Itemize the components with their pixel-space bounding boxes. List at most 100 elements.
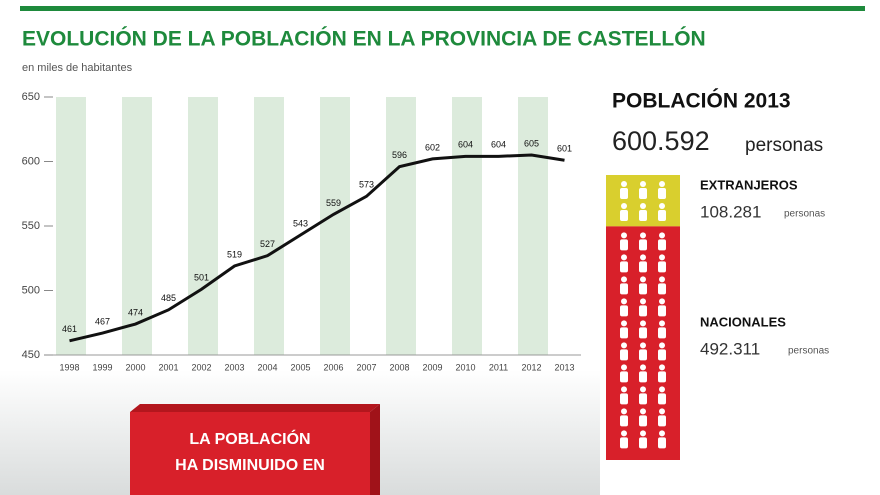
data-label: 605 bbox=[524, 138, 539, 148]
column-band bbox=[56, 97, 86, 355]
column-band bbox=[320, 97, 350, 355]
data-label: 519 bbox=[227, 249, 242, 259]
y-tick-label: 500 bbox=[22, 284, 40, 296]
person-icon bbox=[658, 283, 666, 295]
x-tick-label: 1999 bbox=[92, 362, 112, 372]
data-line bbox=[69, 153, 565, 343]
person-icon bbox=[658, 188, 666, 199]
data-label: 527 bbox=[260, 239, 275, 249]
person-icon bbox=[640, 342, 646, 349]
person-icon bbox=[659, 386, 665, 393]
person-icon bbox=[639, 188, 647, 199]
column-band bbox=[452, 97, 482, 355]
person-icon bbox=[659, 276, 665, 283]
x-tick-label: 2005 bbox=[290, 362, 310, 372]
total-value: 600.592 bbox=[612, 126, 710, 156]
data-label: 543 bbox=[293, 218, 308, 228]
plot-area: 450 500 550 600 650 1998 1999 2000 2001 2002 2003 2… bbox=[22, 91, 581, 372]
person-icon bbox=[621, 386, 627, 393]
person-icon bbox=[640, 203, 646, 209]
person-icon bbox=[659, 181, 665, 187]
x-tick-label: 2012 bbox=[521, 362, 541, 372]
x-tick-label: 2002 bbox=[191, 362, 211, 372]
callout-text: LA POBLACIÓN bbox=[189, 429, 310, 448]
side-panel: POBLACIÓN 2013 600.592 personas EXTRANJE… bbox=[606, 89, 829, 460]
data-label: 559 bbox=[326, 198, 341, 208]
x-tick-label: 2008 bbox=[389, 362, 409, 372]
column-band bbox=[518, 97, 548, 355]
person-icon bbox=[659, 430, 665, 437]
top-rule bbox=[20, 6, 865, 11]
data-label: 601 bbox=[557, 144, 572, 154]
person-icon bbox=[658, 261, 666, 273]
person-icon bbox=[620, 393, 628, 405]
person-icon bbox=[659, 408, 665, 415]
y-tick-label: 450 bbox=[22, 349, 40, 361]
person-icon bbox=[620, 371, 628, 383]
person-icon bbox=[658, 349, 666, 361]
data-label: 604 bbox=[458, 140, 473, 150]
person-icon bbox=[640, 320, 646, 327]
person-icon bbox=[659, 203, 665, 209]
x-tick-label: 2001 bbox=[158, 362, 178, 372]
panel-title: POBLACIÓN 2013 bbox=[612, 89, 791, 113]
person-icon bbox=[640, 276, 646, 283]
data-label: 602 bbox=[425, 142, 440, 152]
legend-label: EXTRANJEROS bbox=[700, 177, 798, 192]
person-icon bbox=[640, 386, 646, 393]
person-icon bbox=[620, 210, 628, 221]
person-icon bbox=[658, 415, 666, 427]
person-icon bbox=[620, 305, 628, 317]
person-icon bbox=[620, 261, 628, 273]
x-tick-label: 2004 bbox=[257, 362, 277, 372]
data-label: 474 bbox=[128, 307, 143, 317]
person-icon bbox=[658, 371, 666, 383]
column-band bbox=[254, 97, 284, 355]
person-icon bbox=[620, 239, 628, 251]
data-label: 573 bbox=[359, 180, 374, 190]
person-icon bbox=[659, 364, 665, 371]
callout-top bbox=[130, 404, 380, 412]
callout-side bbox=[370, 404, 380, 495]
person-icon bbox=[621, 430, 627, 437]
legend-label: NACIONALES bbox=[700, 314, 786, 329]
x-tick-label: 2000 bbox=[125, 362, 145, 372]
person-icon bbox=[658, 210, 666, 221]
person-icon bbox=[620, 437, 628, 449]
person-icon bbox=[621, 254, 627, 261]
person-icon bbox=[639, 327, 647, 339]
person-icon bbox=[620, 283, 628, 295]
data-label: 596 bbox=[392, 150, 407, 160]
person-icon bbox=[620, 188, 628, 199]
person-icon bbox=[621, 298, 627, 305]
x-tick-label: 1998 bbox=[59, 362, 79, 372]
person-icon bbox=[639, 210, 647, 221]
x-tick-label: 2013 bbox=[554, 362, 574, 372]
person-icon bbox=[621, 408, 627, 415]
person-icon bbox=[659, 320, 665, 327]
person-icon bbox=[639, 349, 647, 361]
person-icon bbox=[621, 364, 627, 371]
x-tick-label: 2006 bbox=[323, 362, 343, 372]
total-unit: personas bbox=[745, 135, 823, 156]
person-icon bbox=[620, 349, 628, 361]
data-label: 604 bbox=[491, 140, 506, 150]
x-tick-label: 2011 bbox=[489, 362, 508, 372]
person-icon bbox=[639, 393, 647, 405]
person-icon bbox=[621, 276, 627, 283]
callout-box bbox=[130, 412, 370, 495]
person-icon bbox=[621, 232, 627, 239]
person-icon bbox=[640, 254, 646, 261]
person-icon bbox=[640, 181, 646, 187]
person-icon bbox=[640, 232, 646, 239]
person-icon bbox=[620, 415, 628, 427]
chart-subtitle: en miles de habitantes bbox=[22, 62, 133, 74]
person-icon bbox=[659, 232, 665, 239]
person-icon bbox=[659, 254, 665, 261]
data-label: 501 bbox=[194, 273, 209, 283]
callout: LA POBLACIÓN HA DISMINUIDO EN bbox=[130, 404, 380, 495]
person-icon bbox=[658, 327, 666, 339]
value-label: 492.311 bbox=[700, 339, 760, 358]
column-band bbox=[386, 97, 416, 355]
